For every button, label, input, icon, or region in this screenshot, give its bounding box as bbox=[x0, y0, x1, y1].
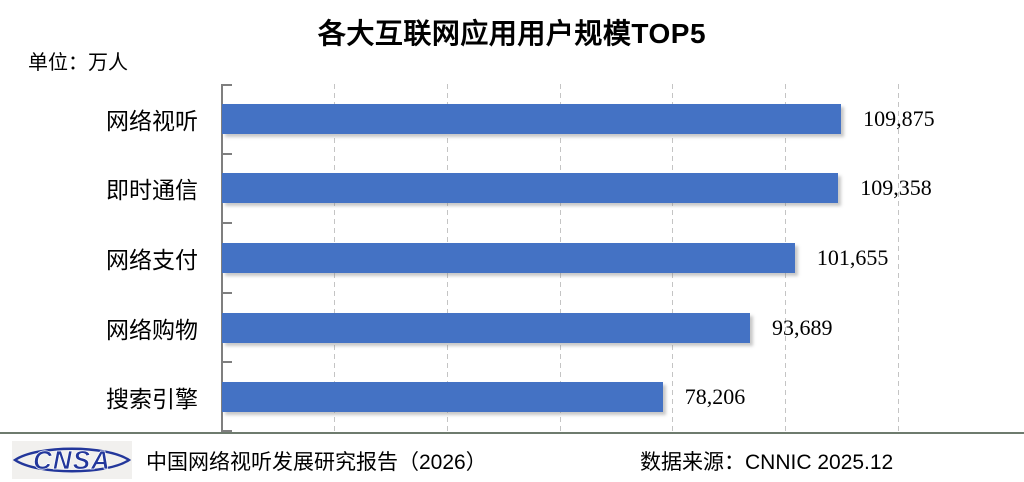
category-label: 网络购物 bbox=[106, 317, 198, 343]
category-label: 即时通信 bbox=[106, 178, 198, 204]
value-label: 93,689 bbox=[771, 314, 833, 340]
bar bbox=[222, 382, 663, 413]
value-label: 78,206 bbox=[684, 384, 746, 410]
gridline bbox=[897, 84, 899, 432]
bar-chart: 网络视听 109,875 即时通信 109,358 网络支付 101,655 网络购物 93,… bbox=[0, 84, 1024, 432]
axis-tick bbox=[222, 291, 232, 294]
bar bbox=[222, 243, 795, 273]
footer-divider bbox=[0, 432, 1024, 434]
chart-title: 各大互联网应用用户规模TOP5 bbox=[317, 18, 707, 49]
value-label: 101,655 bbox=[816, 245, 889, 270]
axis-tick bbox=[222, 361, 232, 364]
cnsa-logo-text: CNSA bbox=[33, 445, 111, 475]
category-label: 搜索引擎 bbox=[106, 387, 198, 413]
category-label: 网络视听 bbox=[106, 108, 198, 134]
cnsa-lens-icon: CNSA bbox=[13, 445, 131, 475]
axis-tick bbox=[222, 152, 232, 155]
value-label: 109,358 bbox=[860, 175, 932, 201]
bar bbox=[222, 103, 842, 134]
category-label: 网络支付 bbox=[106, 247, 198, 273]
data-source: 数据来源：CNNIC 2025.12 bbox=[640, 451, 894, 474]
cnsa-logo: CNSA bbox=[12, 441, 132, 479]
unit-label: 单位：万人 bbox=[28, 52, 128, 74]
axis-tick bbox=[222, 430, 232, 432]
value-label: 109,875 bbox=[863, 105, 935, 131]
bar bbox=[222, 173, 839, 204]
bar bbox=[222, 312, 750, 343]
axis-tick bbox=[222, 84, 232, 86]
report-title: 中国网络视听发展研究报告（2026） bbox=[146, 451, 487, 474]
axis-tick bbox=[222, 222, 232, 225]
